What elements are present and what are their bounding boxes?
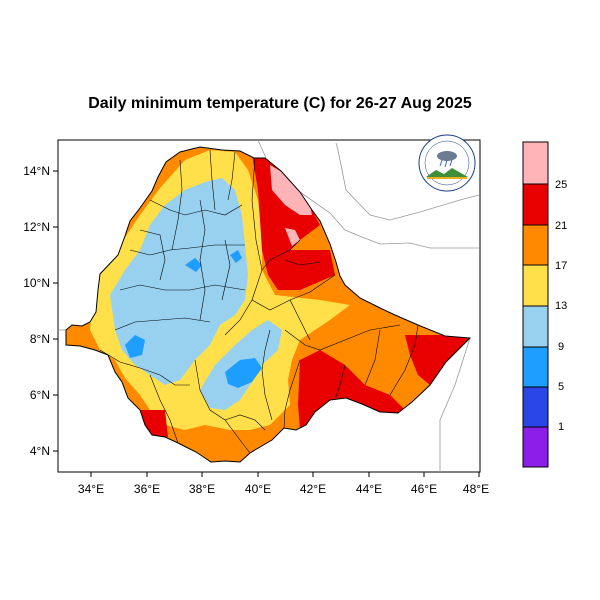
- colorbar-label: 17: [555, 260, 567, 272]
- colorbar-label: 13: [555, 300, 567, 312]
- x-tick-label: 38°E: [189, 482, 215, 496]
- zone-red-ogaden: [298, 350, 405, 430]
- colorbar-swatch: [523, 225, 548, 265]
- colorbar-swatch: [523, 265, 548, 306]
- y-tick-label: 10°N: [23, 276, 50, 290]
- x-tick-label: 48°E: [463, 482, 489, 496]
- y-tick-label: 6°N: [30, 388, 50, 402]
- colorbar-label: 25: [555, 179, 567, 191]
- zone-blue-spot-3: [185, 258, 202, 272]
- x-tick-label: 42°E: [300, 482, 326, 496]
- colorbar-label: 21: [555, 220, 567, 232]
- meteorology-institute-logo: [418, 134, 476, 192]
- y-tick-label: 12°N: [23, 220, 50, 234]
- colorbar-swatch: [523, 347, 548, 387]
- colorbar-label: 5: [558, 381, 564, 393]
- x-tick-label: 40°E: [245, 482, 271, 496]
- y-tick-label: 4°N: [30, 444, 50, 458]
- zone-blue-spot-2: [125, 335, 145, 358]
- y-tick-label: 14°N: [23, 164, 50, 178]
- colorbar-swatch: [523, 306, 548, 347]
- x-tick-label: 46°E: [411, 482, 437, 496]
- admin-borders: [99, 149, 419, 454]
- y-axis-labels: 4°N 6°N 8°N 10°N 12°N 14°N: [23, 164, 50, 458]
- colorbar-frame: [522, 141, 549, 468]
- map-title: Daily minimum temperature (C) for 26-27 …: [88, 95, 472, 112]
- colorbar-swatch: [523, 427, 548, 467]
- x-axis-ticks: [90, 472, 480, 477]
- colorbar-swatch: [523, 142, 548, 184]
- colorbar: 1 5 9 13 17 21 25: [522, 141, 567, 468]
- colorbar-label: 9: [558, 341, 564, 353]
- neighbor-borders: [58, 139, 480, 472]
- colorbar-swatch: [523, 387, 548, 427]
- y-tick-label: 8°N: [30, 332, 50, 346]
- zone-blue-spot-1: [225, 358, 262, 388]
- zone-pink-danakil: [270, 165, 312, 215]
- zone-blue-spot-4: [230, 250, 242, 263]
- zone-red-east: [405, 335, 470, 385]
- colorbar-label: 1: [558, 421, 564, 433]
- country-outline: [65, 146, 472, 463]
- x-tick-label: 44°E: [356, 482, 382, 496]
- y-axis-ticks: [53, 170, 58, 452]
- x-tick-label: 34°E: [78, 482, 104, 496]
- x-tick-label: 36°E: [134, 482, 160, 496]
- zone-lightblue-highlands: [110, 178, 248, 385]
- colorbar-swatch: [523, 184, 548, 225]
- zone-pink-danakil-2: [285, 228, 300, 246]
- x-axis-labels: 34°E 36°E 38°E 40°E 42°E 44°E 46°E 48°E: [78, 482, 489, 496]
